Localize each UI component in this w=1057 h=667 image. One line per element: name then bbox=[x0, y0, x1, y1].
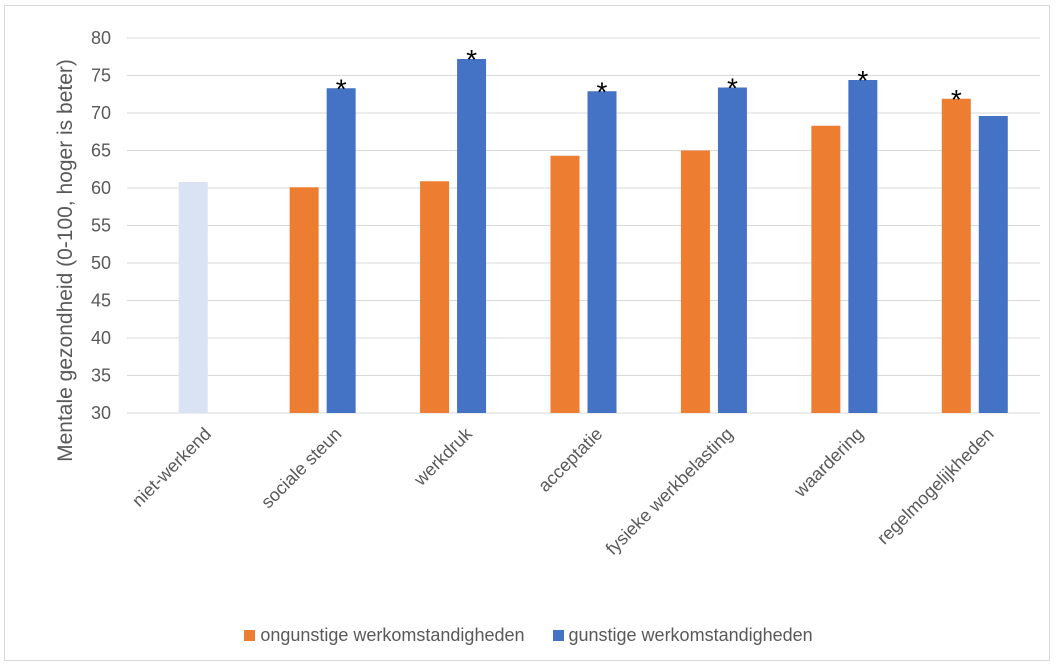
bar-fysieke-werkbelasting-gunstig bbox=[717, 87, 747, 413]
significance-marker-waardering: * bbox=[857, 65, 868, 96]
x-tick-label-werkdruk: werkdruk bbox=[409, 423, 476, 490]
x-tick-label-sociale-steun: sociale steun bbox=[257, 424, 345, 512]
bar-werkdruk-ongunstig bbox=[420, 181, 450, 413]
y-tick-label-40: 40 bbox=[91, 328, 111, 348]
bar-acceptatie-ongunstig bbox=[550, 155, 580, 413]
x-tick-label-waardering: waardering bbox=[789, 424, 867, 502]
y-tick-label-55: 55 bbox=[91, 216, 111, 236]
bar-regelmogelijkheden-ongunstig bbox=[941, 98, 971, 413]
y-tick-label-60: 60 bbox=[91, 178, 111, 198]
bar-werkdruk-gunstig bbox=[457, 59, 487, 413]
significance-marker-sociale-steun: * bbox=[336, 73, 347, 104]
significance-marker-acceptatie: * bbox=[597, 76, 608, 107]
y-tick-label-45: 45 bbox=[91, 291, 111, 311]
x-tick-label-fysieke-werkbelasting: fysieke werkbelasting bbox=[602, 424, 737, 559]
bar-niet-werkend bbox=[178, 182, 208, 413]
bar-sociale-steun-ongunstig bbox=[289, 187, 319, 413]
bar-regelmogelijkheden-gunstig bbox=[978, 116, 1008, 413]
y-tick-label-75: 75 bbox=[91, 66, 111, 86]
legend-item-ongunstig: ongunstige werkomstandigheden bbox=[244, 625, 525, 646]
bar-waardering-gunstig bbox=[848, 80, 878, 413]
significance-marker-werkdruk: * bbox=[466, 44, 477, 75]
y-tick-label-80: 80 bbox=[91, 28, 111, 48]
y-tick-label-30: 30 bbox=[91, 403, 111, 423]
y-tick-label-65: 65 bbox=[91, 141, 111, 161]
bar-fysieke-werkbelasting-ongunstig bbox=[680, 150, 710, 413]
legend-swatch-gunstig bbox=[552, 630, 564, 641]
y-axis-title: Mentale gezondheid (0-100, hoger is bete… bbox=[54, 59, 77, 462]
legend-item-gunstig: gunstige werkomstandigheden bbox=[552, 625, 813, 646]
bar-waardering-ongunstig bbox=[811, 125, 841, 413]
y-tick-label-35: 35 bbox=[91, 366, 111, 386]
bar-acceptatie-gunstig bbox=[587, 91, 617, 413]
legend-swatch-ongunstig bbox=[244, 630, 256, 641]
bar-sociale-steun-gunstig bbox=[326, 88, 356, 413]
legend: ongunstige werkomstandigheden gunstige w… bbox=[0, 625, 1057, 646]
legend-label-ongunstig: ongunstige werkomstandigheden bbox=[260, 625, 525, 645]
legend-label-gunstig: gunstige werkomstandigheden bbox=[568, 625, 813, 645]
y-tick-label-70: 70 bbox=[91, 103, 111, 123]
significance-marker-regelmogelijkheden: * bbox=[951, 84, 962, 115]
x-tick-label-niet-werkend: niet-werkend bbox=[128, 424, 215, 511]
y-tick-label-50: 50 bbox=[91, 253, 111, 273]
significance-marker-fysieke-werkbelasting: * bbox=[727, 73, 738, 104]
x-tick-label-acceptatie: acceptatie bbox=[534, 424, 606, 496]
x-tick-label-regelmogelijkheden: regelmogelijkheden bbox=[873, 424, 998, 549]
